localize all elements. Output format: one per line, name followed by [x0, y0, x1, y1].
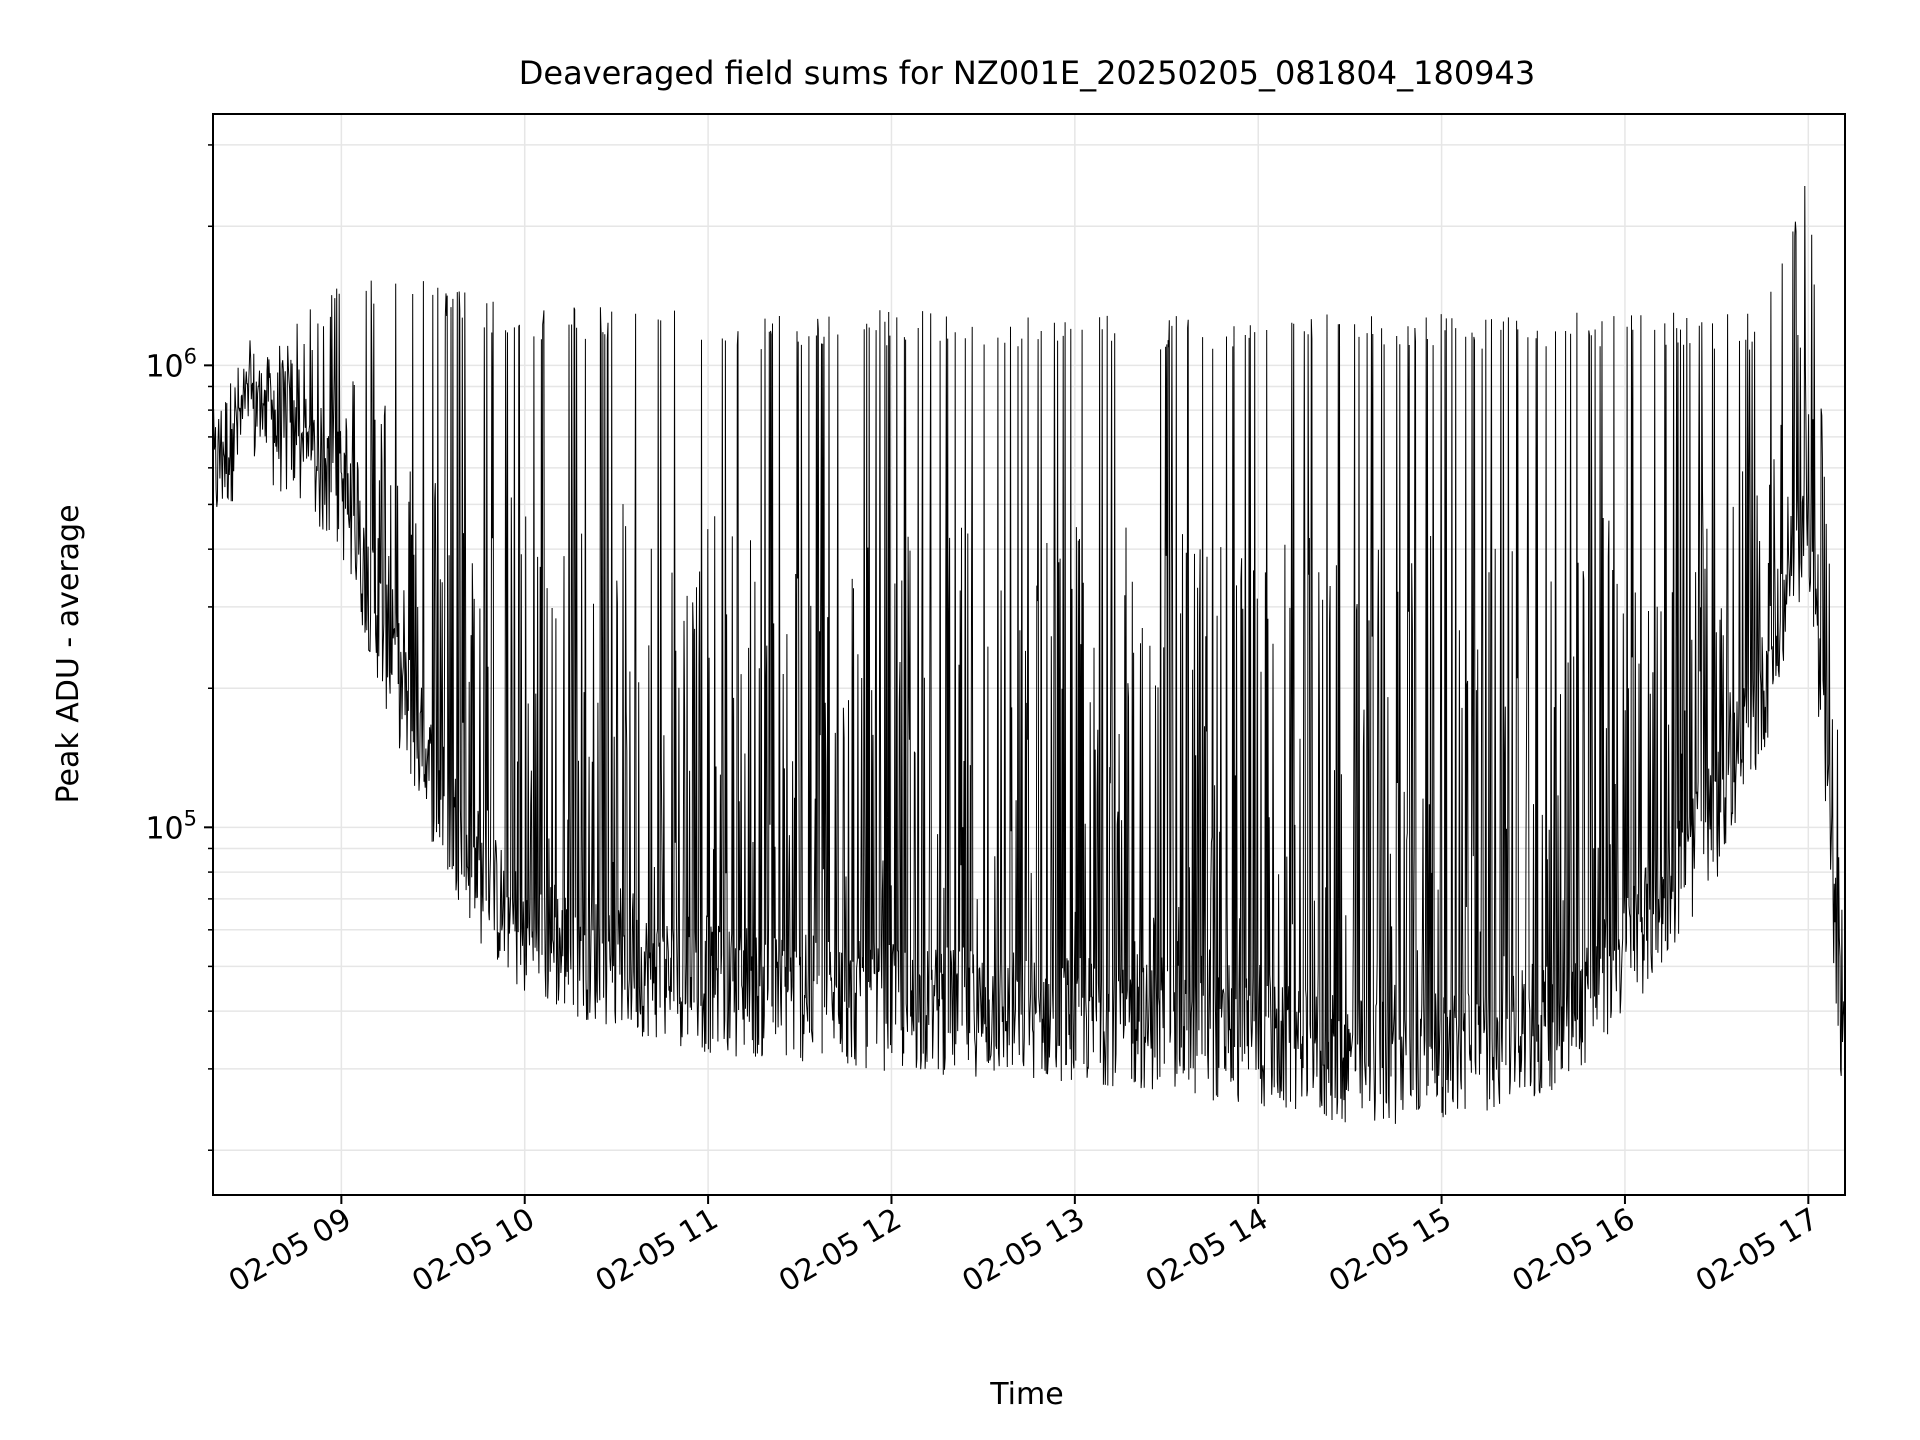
x-tick-label: 02-05 13	[957, 1202, 1091, 1300]
x-tick-label: 02-05 15	[1323, 1202, 1457, 1300]
x-tick-label: 02-05 11	[590, 1202, 724, 1300]
plot-frame	[212, 113, 1846, 1196]
x-axis: 02-05 09 02-05 10 02-05 11 02-05 12 02-05 13…	[223, 1195, 1824, 1299]
y-axis: 106 105	[145, 144, 213, 1151]
y-axis-label: Peak ADU - average	[51, 504, 86, 803]
x-tick-label: 02-05 10	[406, 1202, 540, 1300]
series-line	[213, 185, 1845, 1124]
x-axis-label: Time	[989, 1377, 1063, 1412]
x-tick-label: 02-05 17	[1690, 1202, 1824, 1300]
y-tick-label: 105	[145, 806, 197, 846]
x-tick-label: 02-05 12	[773, 1202, 907, 1300]
plot-area	[213, 185, 1845, 1124]
chart-title: Deaveraged field sums for NZ001E_2025020…	[519, 54, 1536, 92]
x-tick-label: 02-05 09	[223, 1202, 357, 1300]
x-tick-label: 02-05 16	[1507, 1202, 1641, 1300]
x-tick-label: 02-05 14	[1140, 1202, 1274, 1300]
y-tick-label: 106	[145, 344, 197, 384]
